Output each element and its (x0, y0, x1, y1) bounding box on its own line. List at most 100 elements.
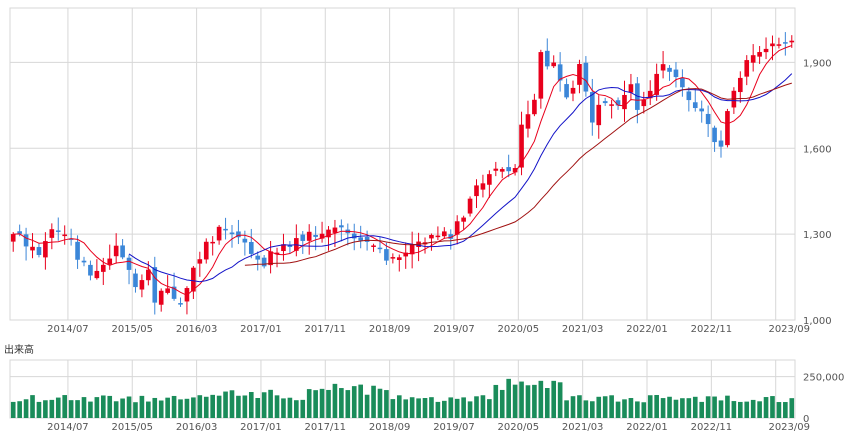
volume-panel: 2014/07 2015/05 2016/03 2017/01 2017/11 2018/… (9, 359, 844, 433)
volume-bar (583, 400, 589, 418)
volume-y-tick-label: 250,000 (803, 373, 844, 384)
volume-bar (577, 395, 582, 418)
candle-body (319, 233, 325, 239)
volume-bar (403, 399, 409, 418)
ma-long-line (244, 82, 792, 266)
volume-bar (699, 401, 705, 418)
y-tick-label: 1,600 (803, 144, 832, 155)
volume-bar (390, 399, 396, 418)
volume-bar (171, 395, 177, 418)
candle-body (783, 42, 788, 44)
volume-bar (596, 396, 602, 418)
volume-bar (255, 397, 261, 418)
candle-body (461, 217, 466, 222)
volume-bar (532, 384, 537, 418)
volume-bar (364, 394, 370, 418)
y-tick-label: 1,000 (803, 316, 832, 327)
volume-bar (493, 384, 499, 418)
volume-bar (184, 398, 190, 418)
candle-body (62, 234, 68, 237)
volume-bar (602, 396, 608, 418)
volume-bar (409, 397, 415, 418)
volume-bar (88, 401, 93, 418)
volume-bar (17, 401, 22, 418)
volume-bar (770, 396, 775, 418)
y-tick-label: 1,900 (803, 58, 832, 69)
x-tick-label: 2015/05 (111, 324, 153, 335)
volume-bar (467, 401, 473, 418)
candle-body (139, 280, 145, 290)
volume-bar (641, 402, 647, 418)
candle-body (718, 140, 724, 147)
volume-bar (146, 401, 151, 418)
volume-bar (377, 388, 383, 418)
candle-body (609, 104, 614, 106)
candle-body (499, 169, 505, 172)
volume-bar (158, 400, 164, 418)
x-tick-label: 2020/05 (498, 324, 540, 335)
volume-bar (519, 381, 524, 418)
volume-bar (306, 389, 312, 418)
volume-bar (422, 398, 428, 418)
volume-bar (731, 401, 737, 418)
volume-bar (647, 395, 653, 418)
x-tick-label: 2014/07 (47, 324, 89, 335)
volume-bar (744, 401, 750, 418)
candle-body (229, 232, 235, 235)
candle-body (622, 94, 627, 110)
candle-body (107, 258, 113, 265)
candle-body (538, 52, 544, 99)
volume-bar (609, 395, 614, 418)
volume-bar (113, 401, 119, 418)
candle-body (261, 257, 267, 267)
volume-bar (216, 395, 222, 418)
volume-bar (36, 401, 42, 418)
candle-body (55, 230, 61, 232)
candle-body (197, 259, 203, 264)
candle-body (351, 233, 357, 239)
candle-body (384, 249, 389, 261)
candle-body (281, 244, 286, 252)
candle-body (203, 241, 209, 260)
candle-body (306, 231, 312, 241)
candle-body (615, 100, 621, 106)
volume-bar (628, 398, 634, 418)
candle-body (120, 245, 125, 258)
volume-bar (474, 396, 479, 418)
volume-bar (705, 396, 711, 418)
volume-bar (100, 395, 106, 418)
x-tick-label: 2023/09 (768, 324, 810, 335)
volume-bar (23, 399, 29, 418)
x-tick-label: 2023/09 (768, 422, 810, 433)
volume-bar (512, 384, 518, 418)
volume-bar (43, 400, 48, 418)
candle-body (210, 241, 216, 244)
candle-body (236, 231, 241, 238)
candle-body (577, 63, 582, 85)
volume-bar (178, 399, 183, 418)
volume-bar (416, 398, 421, 418)
x-tick-label: 2017/11 (305, 422, 347, 433)
volume-bar (30, 395, 35, 418)
candle-body (191, 267, 196, 292)
volume-bar (49, 399, 55, 418)
candle-body (126, 257, 132, 270)
candle-body (255, 255, 261, 260)
candle-body (776, 44, 782, 46)
candle-body (113, 245, 119, 257)
candle-body (544, 50, 550, 67)
candle-body (248, 242, 254, 254)
volume-bar (783, 402, 788, 418)
candle-body (75, 241, 80, 260)
candle-body (36, 247, 42, 256)
volume-bar (635, 401, 640, 418)
candle-body (487, 174, 492, 185)
x-tick-label: 2017/01 (240, 422, 282, 433)
candle-body (158, 290, 164, 305)
volume-bar (210, 394, 216, 418)
candle-body (512, 168, 518, 173)
volume-bar (261, 392, 267, 418)
candle-body (49, 229, 55, 238)
candle-body (68, 238, 74, 240)
ma-short-line (13, 45, 792, 296)
